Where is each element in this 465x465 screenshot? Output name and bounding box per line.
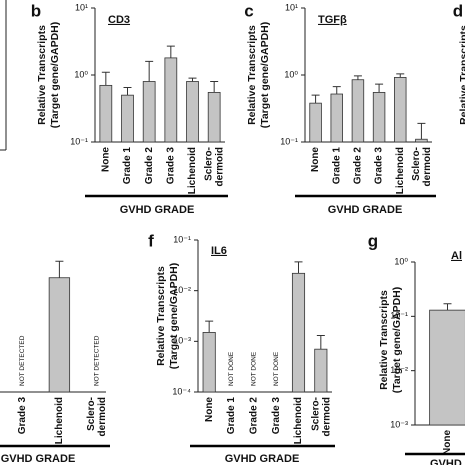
- y-axis-label: Relative Transcripts: [246, 25, 258, 125]
- x-tick-label: Sclero-dermoid: [86, 397, 108, 436]
- group-label: GVHD GRADE: [225, 453, 300, 465]
- bar: [314, 348, 328, 393]
- error-bar: [188, 77, 197, 82]
- bar: [207, 91, 221, 143]
- y-axis-label: (Target gene/GAPDH): [391, 287, 403, 394]
- x-tick-label: Grade 3: [271, 397, 282, 435]
- bar-note: NOT DETECTED: [19, 335, 26, 386]
- error-bar: [353, 75, 362, 80]
- panel-letter: f: [148, 231, 154, 250]
- gene-label: IL6: [211, 245, 227, 257]
- y-axis-label: Relative Transcripts: [378, 290, 390, 390]
- y-tick-label: 10⁻¹: [280, 136, 298, 146]
- y-axis-label: (Target gene/GAPDH): [259, 22, 271, 129]
- x-tick-label: Grade 2: [248, 397, 259, 435]
- x-tick-label: Grade 2: [353, 147, 364, 185]
- error-bar: [417, 122, 426, 140]
- x-tick-label: Grade 1: [226, 397, 237, 435]
- x-tick-label: Grade 3: [165, 147, 176, 185]
- group-label: GVHD GRADE: [120, 204, 195, 216]
- x-tick-label: Grade 2: [144, 147, 155, 185]
- gene-label: Al: [451, 250, 462, 262]
- error-bar: [123, 87, 132, 96]
- error-bar: [294, 261, 303, 274]
- y-axis-label: Relative Transcripts: [155, 266, 167, 366]
- group-label: GVHD GRADE: [1, 453, 76, 465]
- group-label: GVHD GRADE: [328, 204, 403, 216]
- bar: [394, 77, 407, 143]
- y-tick-label: 10⁻³: [173, 336, 191, 346]
- y-tick-label: 10¹: [285, 2, 298, 12]
- bar: [330, 93, 343, 143]
- bar: [142, 81, 156, 143]
- error-bar: [166, 45, 175, 58]
- panel-letter: c: [244, 1, 253, 20]
- bar-note: NOT DETECTED: [93, 335, 100, 386]
- panel-letter: b: [31, 1, 41, 20]
- panel-letter: d: [453, 1, 463, 20]
- y-tick-label: 10⁻²: [390, 365, 408, 375]
- y-tick-label: 10¹: [75, 2, 88, 12]
- bar: [48, 277, 71, 393]
- error-bar: [205, 320, 214, 333]
- bar: [164, 57, 178, 143]
- x-tick-label: Grade 1: [122, 147, 133, 185]
- y-tick-label: 10⁻¹: [390, 311, 408, 321]
- bar: [372, 91, 386, 143]
- x-tick-label: Lichenoid: [54, 397, 65, 444]
- x-tick-label: Lichenoid: [293, 397, 304, 444]
- y-tick-label: 10⁰: [74, 69, 88, 79]
- y-tick-label: 10⁰: [394, 256, 408, 266]
- y-axis-label: (Target gene/GAPDH): [49, 22, 61, 129]
- group-label: GVHD GRADE: [430, 458, 465, 465]
- error-bar: [55, 260, 64, 278]
- x-tick-label: Lichenoid: [187, 147, 198, 194]
- error-bar: [311, 94, 320, 104]
- y-tick-label: 10⁻¹: [70, 136, 88, 146]
- x-tick-label: Sclero-dermoid: [310, 397, 332, 436]
- x-tick-label: Grade 3: [374, 147, 385, 185]
- x-tick-label: None: [442, 430, 453, 455]
- x-tick-label: Sclero-dermoid: [203, 147, 225, 186]
- bar: [415, 138, 428, 143]
- x-tick-label: None: [204, 397, 215, 422]
- y-tick-label: 10⁻⁴: [172, 386, 191, 396]
- error-bar: [101, 71, 110, 86]
- y-tick-label: 10⁻³: [390, 419, 408, 429]
- bar: [351, 79, 365, 143]
- x-tick-label: Grade 1: [331, 147, 342, 185]
- y-tick-label: 10⁻²: [173, 285, 191, 295]
- x-tick-label: Grade 3: [17, 397, 28, 435]
- bar: [291, 272, 306, 393]
- error-bar: [210, 80, 219, 93]
- bar: [99, 84, 113, 143]
- bar: [429, 309, 465, 426]
- bar-note: NOT DONE: [251, 351, 258, 386]
- y-axis-label: Relative Transcripts: [458, 25, 465, 125]
- y-axis-label: (Target gene/GAPDH): [168, 263, 180, 370]
- panel-letter: g: [368, 231, 378, 250]
- x-tick-label: None: [100, 147, 111, 172]
- bar-note: NOT DONE: [273, 351, 280, 386]
- y-tick-label: 10⁻¹: [173, 234, 191, 244]
- x-tick-label: Sclero-dermoid: [411, 147, 433, 186]
- error-bar: [396, 73, 405, 78]
- bar: [121, 94, 134, 143]
- gene-label: CD3: [108, 14, 130, 26]
- error-bar: [443, 303, 452, 311]
- error-bar: [145, 60, 154, 82]
- bar-note: NOT DONE: [228, 351, 235, 386]
- bar: [186, 81, 199, 143]
- gene-label: TGFβ: [318, 14, 347, 26]
- error-bar: [332, 86, 341, 95]
- bar: [202, 332, 216, 393]
- x-tick-label: Lichenoid: [395, 147, 406, 194]
- y-axis-label: Relative Transcripts: [36, 25, 48, 125]
- error-bar: [316, 335, 325, 350]
- y-tick-label: 10⁰: [284, 69, 298, 79]
- bar: [309, 102, 322, 143]
- error-bar: [375, 83, 384, 93]
- x-tick-label: None: [310, 147, 321, 172]
